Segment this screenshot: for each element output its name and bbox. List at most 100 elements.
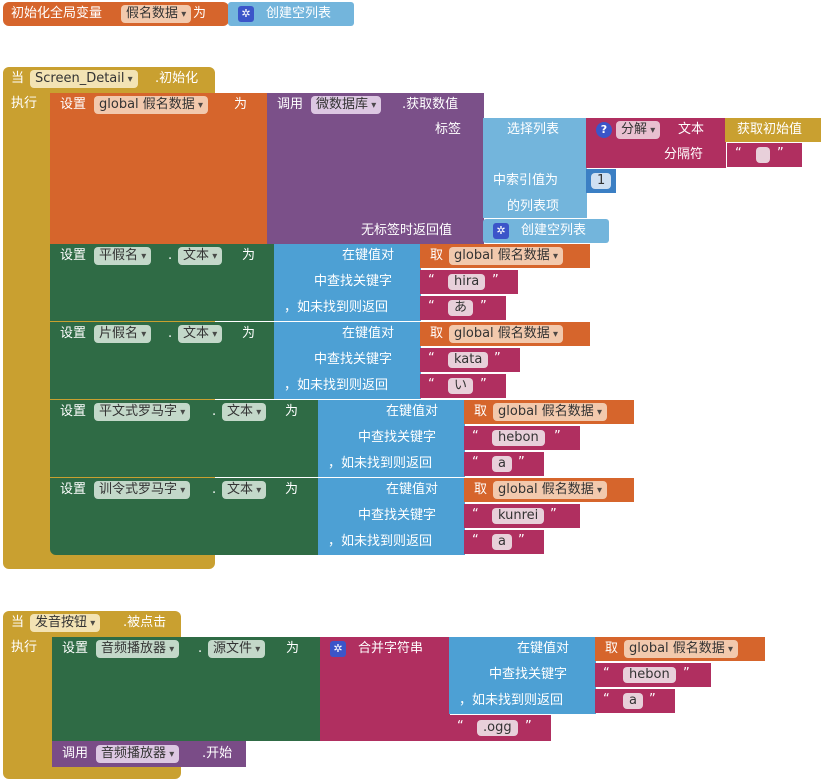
setter-4-component[interactable]: 训令式罗马字	[94, 481, 191, 499]
no-tag-label: 无标签时返回值	[361, 223, 453, 238]
global-variable-init-block[interactable]: 初始化全局变量 假名数据 为	[3, 2, 229, 26]
default-5-string-block[interactable]: “ a ”	[595, 689, 675, 713]
setter-1-component[interactable]: 平假名	[94, 247, 152, 265]
dict-lookup-3-block[interactable]: 在键值对 中查找关键字 ，如未找到则返回	[318, 400, 465, 477]
setter-2-property[interactable]: 文本	[178, 325, 223, 343]
get-global-4-block[interactable]: 取 global 假名数据	[464, 478, 634, 502]
do-label: 执行	[11, 96, 38, 111]
setter-dot: .	[168, 248, 173, 263]
setter-3-component[interactable]: 平文式罗马字	[94, 403, 191, 421]
help-icon[interactable]: ?	[596, 122, 612, 138]
get-global-2-block[interactable]: 取 global 假名数据	[420, 322, 590, 346]
default-3-value[interactable]: a	[492, 456, 512, 472]
call-player-start-block[interactable]: 调用 音频播放器 .开始	[52, 741, 246, 767]
create-empty-list-label: 创建空列表	[266, 6, 332, 21]
set-global-block[interactable]: 设置 global 假名数据 为	[50, 93, 268, 244]
separator-string-block[interactable]: “ ”	[727, 143, 802, 167]
key-4-string-block[interactable]: “ kunrei ”	[464, 504, 580, 528]
setter-as: 为	[285, 482, 299, 497]
set-as-label: 为	[286, 641, 300, 656]
index-number-block[interactable]: 1	[586, 169, 616, 193]
set-label: 设置	[62, 641, 89, 656]
get-start-value-block[interactable]: 获取初始值	[725, 118, 821, 142]
set-as-label: 为	[234, 97, 248, 112]
default-2-value[interactable]: い	[448, 378, 474, 394]
separator-label: 分隔符	[664, 147, 704, 162]
global-var-dropdown[interactable]: global 假名数据	[94, 96, 208, 114]
open-quote: “	[603, 692, 610, 707]
gear-icon[interactable]: ✲	[493, 223, 509, 239]
setter-1-property[interactable]: 文本	[178, 247, 223, 265]
default-5-value[interactable]: a	[623, 693, 643, 709]
default-4-value[interactable]: a	[492, 534, 512, 550]
get-global-3-dropdown[interactable]: global 假名数据	[493, 403, 607, 421]
setter-2-block[interactable]: 设置 片假名 . 文本 为	[50, 322, 275, 399]
get-global-5-block[interactable]: 取 global 假名数据	[595, 637, 765, 661]
key-2-string-block[interactable]: “ kata ”	[420, 348, 520, 372]
find-key-label: 中查找关键字	[358, 430, 437, 445]
default-3-string-block[interactable]: “ a ”	[464, 452, 544, 476]
dict-lookup-1-block[interactable]: 在键值对 中查找关键字 ，如未找到则返回	[274, 244, 421, 321]
gear-icon[interactable]: ✲	[330, 641, 346, 657]
or-default-label: ，如未找到则返回	[328, 456, 433, 471]
key-3-string-block[interactable]: “ hebon ”	[464, 426, 580, 450]
source-property-dropdown[interactable]: 源文件	[208, 640, 266, 658]
call-player-dropdown[interactable]: 音频播放器	[96, 745, 180, 763]
key-5-value[interactable]: hebon	[623, 667, 676, 683]
gear-icon[interactable]: ✲	[238, 6, 254, 22]
get-global-4-dropdown[interactable]: global 假名数据	[493, 481, 607, 499]
index-number-value[interactable]: 1	[591, 173, 612, 189]
find-key-label: 中查找关键字	[314, 352, 393, 367]
key-3-value[interactable]: hebon	[492, 430, 545, 446]
in-dict-label: 在键值对	[342, 248, 395, 263]
screen-init-event-name: .初始化	[155, 71, 199, 86]
tinydb-component-dropdown[interactable]: 微数据库	[311, 96, 382, 114]
button-component-dropdown[interactable]: 发音按钮	[30, 614, 101, 632]
player-component-dropdown[interactable]: 音频播放器	[96, 640, 180, 658]
get-global-1-dropdown[interactable]: global 假名数据	[449, 247, 563, 265]
suffix-string-block[interactable]: “ .ogg ”	[449, 715, 551, 741]
call-label: 调用	[62, 746, 89, 761]
key-2-value[interactable]: kata	[448, 352, 489, 368]
screen-component-dropdown[interactable]: Screen_Detail	[30, 70, 138, 88]
get-global-5-dropdown[interactable]: global 假名数据	[624, 640, 738, 658]
split-dropdown[interactable]: 分解	[616, 121, 661, 139]
create-empty-list-block[interactable]: ✲ 创建空列表	[228, 2, 354, 26]
setter-2-component[interactable]: 片假名	[94, 325, 152, 343]
default-1-value[interactable]: あ	[448, 300, 474, 316]
global-var-name-field[interactable]: 假名数据	[121, 5, 192, 23]
join-strings-block[interactable]: ✲ 合并字符串	[320, 637, 450, 741]
close-quote: ”	[683, 666, 690, 681]
get-label: 取	[474, 482, 488, 497]
default-4-string-block[interactable]: “ a ”	[464, 530, 544, 554]
setter-4-property[interactable]: 文本	[222, 481, 267, 499]
dict-lookup-5-block[interactable]: 在键值对 中查找关键字 ，如未找到则返回	[449, 637, 596, 714]
get-global-3-block[interactable]: 取 global 假名数据	[464, 400, 634, 424]
split-text-block[interactable]: ? 分解 文本 分隔符	[586, 118, 726, 168]
setter-set-label: 设置	[60, 404, 87, 419]
select-list-item-block[interactable]: 选择列表 中索引值为 的列表项	[483, 118, 587, 218]
get-label: 取	[430, 326, 444, 341]
default-1-string-block[interactable]: “ あ ”	[420, 296, 506, 320]
get-global-2-dropdown[interactable]: global 假名数据	[449, 325, 563, 343]
dict-lookup-4-block[interactable]: 在键值对 中查找关键字 ，如未找到则返回	[318, 478, 465, 555]
setter-1-block[interactable]: 设置 平假名 . 文本 为	[50, 244, 275, 321]
setter-3-block[interactable]: 设置 平文式罗马字 . 文本 为	[50, 400, 319, 477]
key-1-value[interactable]: hira	[448, 274, 486, 290]
empty-list-block[interactable]: ✲ 创建空列表	[483, 219, 609, 243]
get-global-1-block[interactable]: 取 global 假名数据	[420, 244, 590, 268]
tinydb-getvalue-block[interactable]: 调用 微数据库 .获取数值 标签 无标签时返回值	[267, 93, 484, 244]
key-1-string-block[interactable]: “ hira ”	[420, 270, 518, 294]
set-player-source-block[interactable]: 设置 音频播放器 . 源文件 为	[52, 637, 322, 741]
separator-value[interactable]	[756, 147, 770, 163]
close-quote: ”	[494, 351, 501, 366]
setter-4-block[interactable]: 设置 训令式罗马字 . 文本 为	[50, 478, 319, 555]
default-2-string-block[interactable]: “ い ”	[420, 374, 506, 398]
setter-3-property[interactable]: 文本	[222, 403, 267, 421]
index-label-2: 的列表项	[507, 199, 560, 214]
dict-lookup-2-block[interactable]: 在键值对 中查找关键字 ，如未找到则返回	[274, 322, 421, 399]
key-4-value[interactable]: kunrei	[492, 508, 545, 524]
suffix-value[interactable]: .ogg	[477, 720, 518, 736]
get-label: 取	[430, 248, 444, 263]
key-5-string-block[interactable]: “ hebon ”	[595, 663, 711, 687]
